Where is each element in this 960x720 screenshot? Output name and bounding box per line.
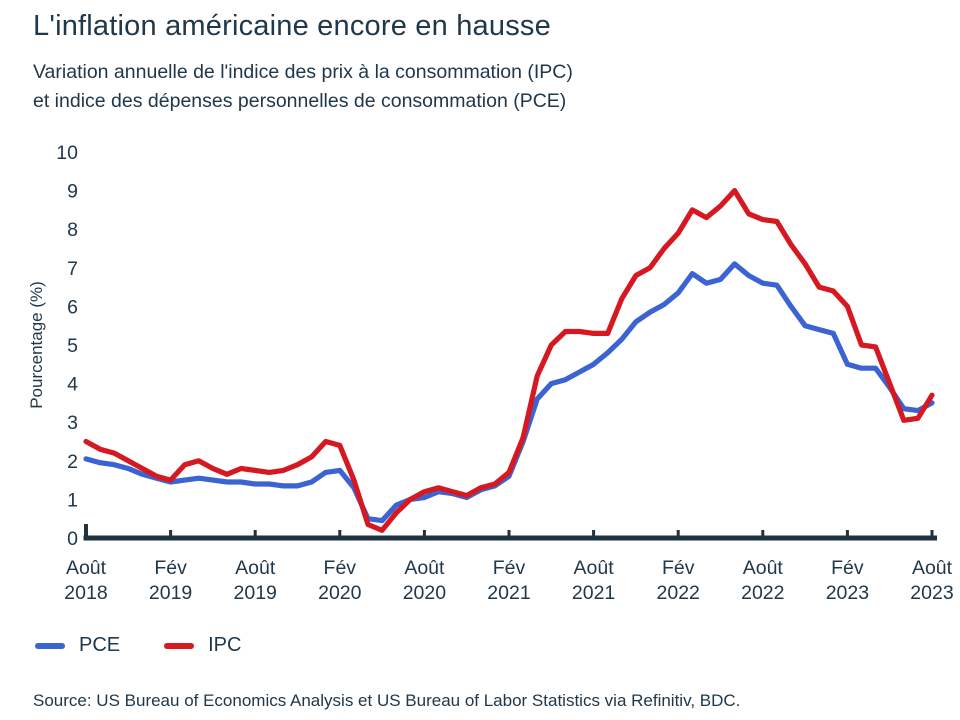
line-chart: Pourcentage (%) 0 1 2 3 4 5 6 7 8 9 10 Août 2018 Fév 20…: [27, 142, 954, 604]
legend-label-pce: PCE: [79, 634, 121, 656]
y-tick-label: 5: [67, 335, 78, 357]
x-tick-label: Août 2019: [234, 557, 277, 604]
x-tick-label: Fév 2020: [318, 557, 362, 604]
x-tick-label: Août 2023: [910, 557, 953, 604]
pce-line-swatch-icon: [35, 642, 65, 649]
y-tick-label: 10: [56, 142, 78, 164]
chart-title: L'inflation américaine encore en hausse: [33, 10, 551, 42]
chart-subtitle: Variation annuelle de l'indice des prix …: [33, 58, 573, 116]
y-tick-label: 0: [67, 528, 78, 550]
x-tick-label: Fév 2021: [487, 557, 530, 604]
y-tick-label: 1: [67, 489, 78, 511]
y-tick-label: 4: [67, 374, 78, 396]
y-tick-label: 2: [67, 451, 78, 473]
x-tick-label: Fév 2019: [149, 557, 192, 604]
chart-subtitle-line2: et indice des dépenses personnelles de c…: [33, 90, 567, 112]
y-tick-label: 6: [67, 296, 78, 318]
source-note: Source: US Bureau of Economics Analysis …: [33, 691, 741, 710]
y-tick-label: 3: [67, 412, 78, 434]
y-tick-label: 7: [67, 258, 78, 280]
series-line-pce: [83, 261, 935, 524]
x-tick-label: Août 2022: [741, 557, 784, 604]
series-line-ipc: [83, 187, 935, 533]
x-tick-label: Août 2021: [572, 557, 615, 604]
x-tick-label: Fév 2022: [657, 557, 700, 604]
y-tick-label: 8: [67, 219, 78, 241]
legend-item-ipc: IPC: [164, 634, 241, 657]
ipc-line-swatch-icon: [164, 642, 195, 649]
x-tick-label: Août 2020: [403, 557, 447, 604]
y-tick-label: 9: [67, 181, 78, 203]
chart-subtitle-line1: Variation annuelle de l'indice des prix …: [33, 61, 573, 83]
y-axis-title: Pourcentage (%): [27, 281, 46, 409]
legend-label-ipc: IPC: [208, 634, 242, 656]
x-tick-label: Fév 2023: [826, 557, 869, 604]
x-tick-label: Août 2018: [64, 557, 107, 604]
chart-legend: PCE IPC: [35, 634, 241, 657]
legend-item-pce: PCE: [35, 634, 120, 657]
